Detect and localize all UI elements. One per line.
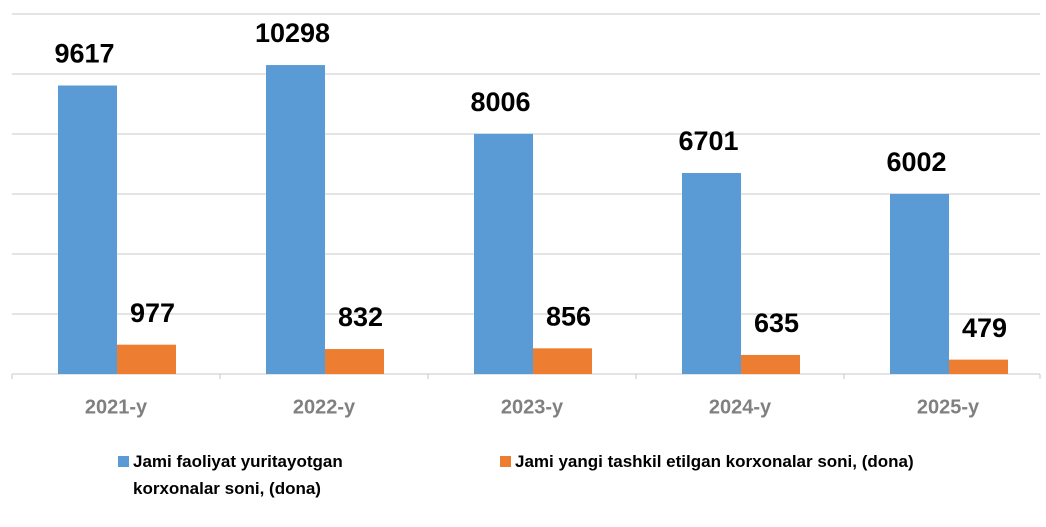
data-label: 856 [546, 301, 591, 331]
bar [741, 354, 800, 374]
data-label: 977 [130, 298, 175, 328]
x-tick-label: 2021-y [85, 396, 148, 418]
data-label: 6701 [678, 126, 738, 156]
data-label: 635 [754, 308, 799, 338]
data-label: 479 [962, 313, 1007, 343]
bar [266, 65, 325, 374]
x-tick-label: 2022-y [293, 396, 356, 418]
legend-swatch [500, 456, 511, 467]
x-tick-label: 2024-y [709, 396, 772, 418]
data-label: 8006 [470, 87, 530, 117]
data-label: 9617 [54, 39, 114, 69]
x-tick-label: 2025-y [917, 396, 980, 418]
bar [117, 344, 176, 374]
legend-item: Jami yangi tashkil etilgan korxonalar so… [500, 448, 1000, 475]
legend-item: Jami faoliyat yuritayotgan korxonalar so… [118, 448, 418, 502]
bar [58, 85, 117, 375]
x-tick-label: 2023-y [501, 396, 564, 418]
bar [949, 359, 1008, 374]
bar [325, 349, 384, 374]
data-label: 6002 [886, 147, 946, 177]
bar [682, 172, 741, 374]
legend-label: Jami faoliyat yuritayotgan korxonalar so… [133, 452, 343, 498]
bar [533, 348, 592, 374]
data-label: 10298 [255, 18, 330, 48]
data-label: 832 [338, 302, 383, 332]
legend-swatch [118, 456, 129, 467]
bar [474, 133, 533, 374]
bar [890, 193, 949, 374]
plot: 2021-y 9617 977 2022-y 10298 832 2023-y 8006 856… [11, 13, 1041, 418]
legend-label: Jami yangi tashkil etilgan korxonalar so… [515, 452, 914, 471]
